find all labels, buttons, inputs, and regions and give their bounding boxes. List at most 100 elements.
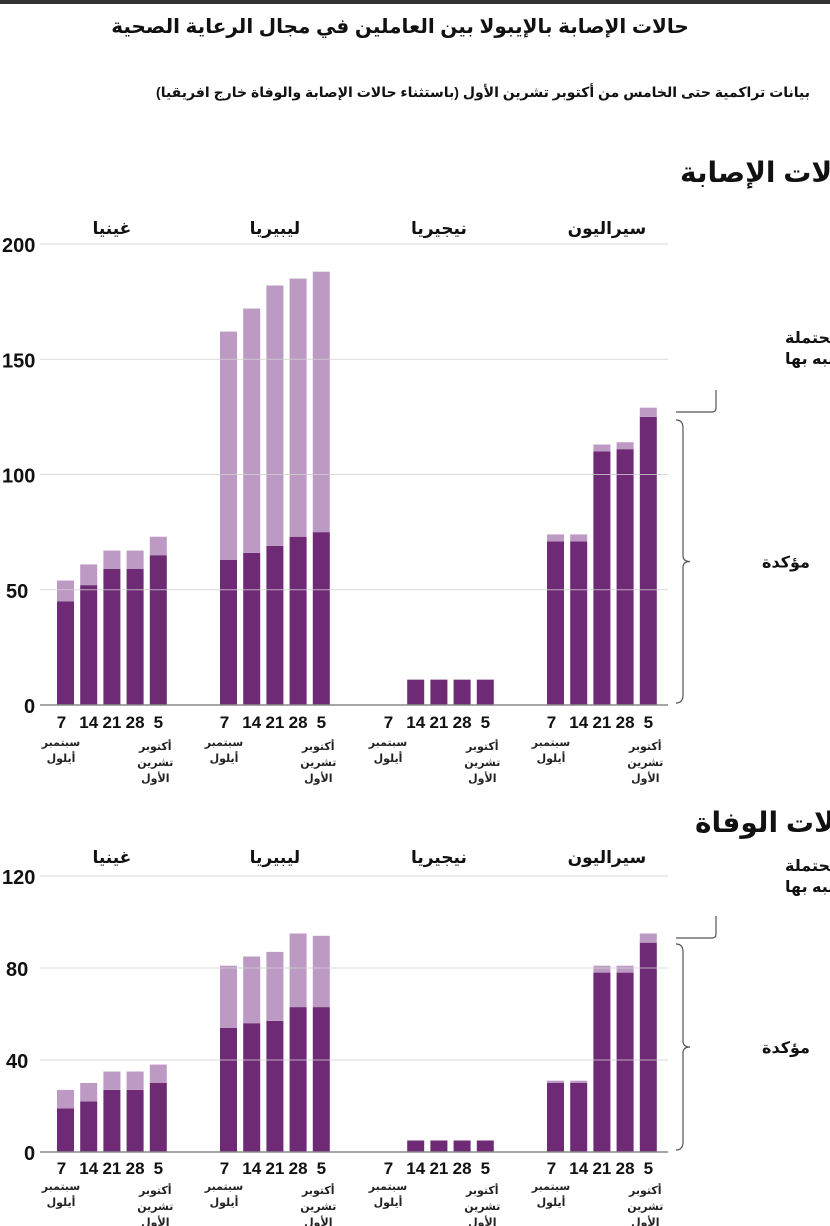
month-label-october: أكتوبر تشرين الأول <box>627 1183 663 1226</box>
legend-probable: محتملةومشتبه بها <box>785 858 830 896</box>
bar-confirmed <box>80 585 98 705</box>
x-tick-label: 28 <box>126 1159 145 1178</box>
x-tick-label: 14 <box>79 1159 98 1178</box>
x-tick-label: 7 <box>57 1159 66 1178</box>
bar-probable <box>289 278 307 537</box>
bar-confirmed <box>312 532 330 705</box>
bar-confirmed <box>430 1140 448 1152</box>
x-tick-label: 5 <box>317 713 326 732</box>
bar-confirmed <box>453 679 471 705</box>
bar-probable <box>80 1083 98 1102</box>
legend-confirmed: مؤكدة <box>762 1040 810 1057</box>
bar-confirmed <box>243 552 261 705</box>
bar-probable <box>266 285 284 546</box>
bar-confirmed <box>616 449 634 705</box>
x-tick-label: 21 <box>429 713 448 732</box>
bar-probable <box>616 442 634 450</box>
bar-confirmed <box>266 1020 284 1152</box>
bar-confirmed <box>616 972 634 1152</box>
x-tick-label: 21 <box>592 1159 611 1178</box>
leader-line <box>676 916 717 939</box>
bar-probable <box>126 1071 144 1090</box>
x-tick-label: 21 <box>265 1159 284 1178</box>
month-label-september: سبتمبر أيلول <box>531 737 571 765</box>
bar-probable <box>593 444 611 452</box>
x-tick-label: 7 <box>547 1159 556 1178</box>
x-tick-label: 5 <box>644 713 653 732</box>
bar-probable <box>639 407 657 417</box>
x-tick-label: 5 <box>481 1159 490 1178</box>
bar-probable <box>289 933 307 1008</box>
month-label-october: أكتوبر تشرين الأول <box>137 739 173 785</box>
y-tick-label: 150 <box>2 350 35 372</box>
x-tick-label: 14 <box>406 1159 425 1178</box>
bar-confirmed <box>80 1101 98 1152</box>
month-label-october: أكتوبر تشرين الأول <box>627 739 663 785</box>
x-tick-label: 21 <box>429 1159 448 1178</box>
country-label: ليبيريا <box>250 848 301 868</box>
x-tick-label: 28 <box>616 1159 635 1178</box>
month-label-september: سبتمبر أيلول <box>368 1181 408 1209</box>
bar-confirmed <box>476 679 494 705</box>
bar-confirmed <box>407 679 425 705</box>
bar-probable <box>616 965 634 973</box>
x-tick-label: 28 <box>453 713 472 732</box>
y-tick-label: 120 <box>2 867 35 889</box>
bar-confirmed <box>220 1027 237 1152</box>
bar-probable <box>593 965 611 973</box>
bar-confirmed <box>570 1083 588 1152</box>
country-label: ليبيريا <box>250 219 301 239</box>
confirmed-bracket <box>675 943 691 1151</box>
y-tick-label: 80 <box>6 959 28 981</box>
x-tick-label: 28 <box>289 713 308 732</box>
bar-confirmed <box>57 601 74 705</box>
bar-confirmed <box>126 569 144 705</box>
bar-confirmed <box>220 559 237 705</box>
bar-confirmed <box>289 536 307 705</box>
bar-probable <box>149 1064 167 1083</box>
bar-probable <box>639 933 657 943</box>
bar-probable <box>312 271 330 533</box>
x-tick-label: 21 <box>102 713 121 732</box>
cases-chart: حالات الإصابة050100150200غينيا71421285سب… <box>2 157 830 785</box>
x-tick-label: 14 <box>406 713 425 732</box>
month-label-september: سبتمبر أيلول <box>41 737 81 765</box>
month-label-september: سبتمبر أيلول <box>204 1181 244 1209</box>
x-tick-label: 21 <box>265 713 284 732</box>
bar-confirmed <box>57 1108 74 1152</box>
bar-confirmed <box>103 569 121 705</box>
month-label-october: أكتوبر تشرين الأول <box>300 739 336 785</box>
x-tick-label: 7 <box>220 1159 229 1178</box>
section-title: حالات الوفاة <box>695 807 830 839</box>
country-label: سيراليون <box>568 848 647 868</box>
page-title: حالات الإصابة بالإيبولا بين العاملين في … <box>111 16 689 38</box>
legend-confirmed: مؤكدة <box>762 555 810 572</box>
bar-confirmed <box>593 972 611 1152</box>
bar-confirmed <box>289 1007 307 1152</box>
bar-probable <box>80 564 98 586</box>
month-label-september: سبتمبر أيلول <box>204 737 244 765</box>
country-label: غينيا <box>92 848 131 867</box>
country-label: سيراليون <box>568 219 647 239</box>
x-tick-label: 5 <box>644 1159 653 1178</box>
bar-probable <box>570 534 588 542</box>
bar-probable <box>547 534 564 542</box>
deaths-chart: حالات الوفاة04080120غينيا71421285سبتمبرأ… <box>2 807 830 1226</box>
x-tick-label: 5 <box>154 1159 163 1178</box>
x-tick-label: 14 <box>242 713 261 732</box>
x-tick-label: 21 <box>102 1159 121 1178</box>
y-tick-label: 40 <box>6 1051 28 1073</box>
bar-confirmed <box>639 416 657 705</box>
y-tick-label: 200 <box>2 235 35 257</box>
bar-probable <box>103 1071 121 1090</box>
bar-confirmed <box>149 555 167 705</box>
month-label-september: سبتمبر أيلول <box>531 1181 571 1209</box>
x-tick-label: 14 <box>242 1159 261 1178</box>
y-tick-label: 0 <box>24 696 35 718</box>
bar-probable <box>57 580 74 602</box>
bar-confirmed <box>407 1140 425 1152</box>
bar-probable <box>220 965 237 1028</box>
bar-probable <box>57 1089 74 1109</box>
x-tick-label: 28 <box>289 1159 308 1178</box>
